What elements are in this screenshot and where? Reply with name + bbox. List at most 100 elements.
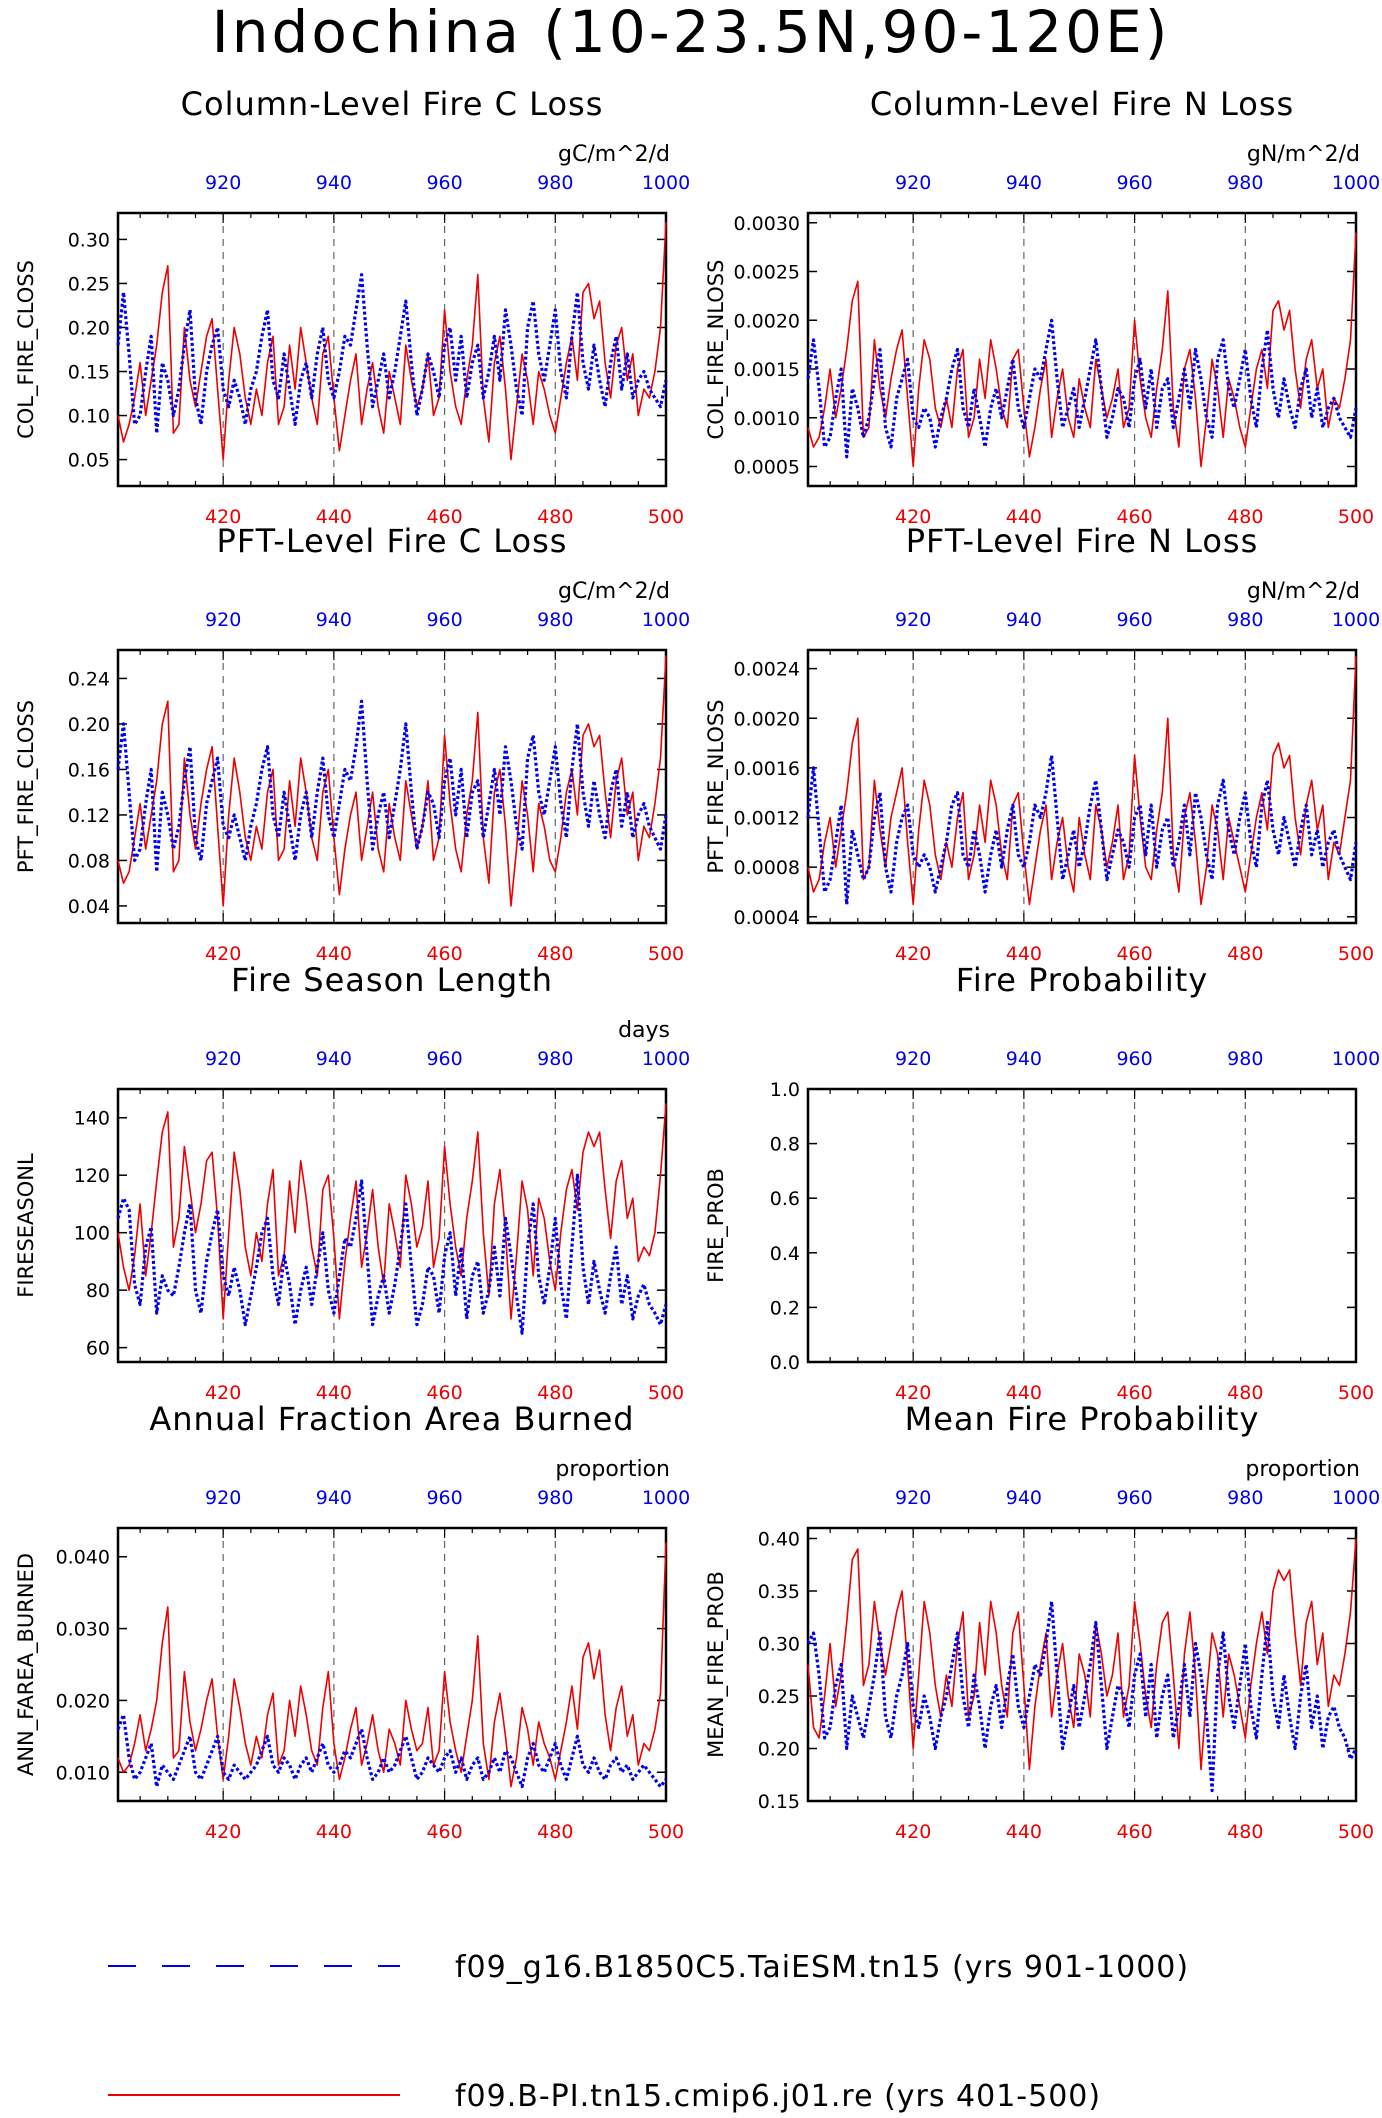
plot-frame (806, 648, 1358, 925)
x-bottom-tick-label: 460 (1116, 506, 1152, 528)
x-bottom-tick-label: 420 (205, 943, 241, 965)
x-top-tick-label: 920 (205, 1048, 241, 1070)
y-tick-label: 0.25 (68, 273, 110, 295)
x-top-tick-label: 940 (316, 1048, 352, 1070)
x-bottom-tick-label: 420 (205, 506, 241, 528)
series-line-taiesm (116, 1713, 668, 1789)
y-tick-label: 0.12 (68, 805, 110, 827)
y-tick-label: 0.0024 (734, 659, 800, 681)
x-top-tick-label: 940 (1006, 172, 1042, 194)
x-top-tick-label: 1000 (642, 1048, 690, 1070)
x-bottom-tick-label: 420 (895, 1821, 931, 1843)
y-tick-label: 140 (74, 1108, 110, 1130)
series-line-cmip6 (117, 655, 667, 907)
x-top-tick-label: 1000 (1332, 609, 1380, 631)
y-tick-label: 100 (74, 1223, 110, 1245)
x-bottom-tick-label: 420 (895, 943, 931, 965)
x-top-tick-label: 980 (1227, 1048, 1263, 1070)
y-tick-label: 0.20 (758, 1739, 800, 1761)
y-tick-label: 0.020 (56, 1690, 110, 1712)
legend: f09_g16.B1850C5.TaiESM.tn15 (yrs 901-100… (108, 1950, 1188, 2114)
chart-units: proportion (555, 1457, 670, 1482)
series-line-taiesm (116, 699, 668, 874)
x-bottom-tick-label: 440 (316, 1382, 352, 1404)
chart-panel-2: Column-Level Fire N Loss gN/m^2/d 0.0005 0.… (704, 85, 1380, 528)
plot-frame (116, 648, 668, 925)
y-tick-label: 0.24 (68, 668, 110, 690)
chart-title: Fire Probability (956, 961, 1208, 999)
x-bottom-tick-label: 500 (648, 506, 684, 528)
chart-units: days (618, 1018, 670, 1043)
y-tick-label: 0.35 (758, 1581, 800, 1603)
y-tick-label: 0.0004 (734, 907, 800, 929)
x-top-tick-label: 960 (1116, 1048, 1152, 1070)
x-top-tick-label: 920 (205, 172, 241, 194)
x-bottom-tick-label: 500 (1338, 1821, 1374, 1843)
x-bottom-tick-label: 460 (426, 1382, 462, 1404)
chart-title: Column-Level Fire C Loss (181, 85, 604, 123)
x-bottom-tick-label: 480 (1227, 506, 1263, 528)
y-tick-label: 80 (86, 1280, 110, 1302)
x-top-tick-label: 940 (1006, 609, 1042, 631)
y-tick-label: 0.030 (56, 1619, 110, 1641)
y-tick-label: 0.0025 (734, 262, 800, 284)
x-bottom-tick-label: 420 (895, 1382, 931, 1404)
series-line-cmip6 (807, 232, 1357, 468)
x-bottom-tick-label: 440 (1006, 506, 1042, 528)
x-bottom-tick-label: 460 (1116, 1382, 1152, 1404)
x-bottom-tick-label: 440 (316, 1821, 352, 1843)
y-tick-label: 0.0016 (734, 758, 800, 780)
x-top-tick-label: 1000 (1332, 1048, 1380, 1070)
x-bottom-tick-label: 440 (316, 943, 352, 965)
x-bottom-tick-label: 500 (1338, 1382, 1374, 1404)
x-top-tick-label: 960 (426, 1487, 462, 1509)
chart-title: PFT-Level Fire N Loss (906, 522, 1259, 560)
y-axis-label: PFT_FIRE_CLOSS (14, 700, 39, 873)
y-tick-label: 120 (74, 1165, 110, 1187)
x-bottom-tick-label: 500 (648, 1382, 684, 1404)
y-tick-label: 0.0015 (734, 359, 800, 381)
x-bottom-tick-label: 460 (426, 506, 462, 528)
x-top-tick-label: 920 (895, 1048, 931, 1070)
x-top-tick-label: 980 (537, 172, 573, 194)
x-top-tick-label: 980 (537, 1048, 573, 1070)
x-top-tick-label: 980 (1227, 1487, 1263, 1509)
x-bottom-tick-label: 440 (1006, 1821, 1042, 1843)
chart-units: gN/m^2/d (1247, 579, 1360, 604)
y-tick-label: 0.40 (758, 1529, 800, 1551)
x-top-tick-label: 940 (316, 172, 352, 194)
x-top-tick-label: 940 (1006, 1487, 1042, 1509)
chart-panel-7: Annual Fraction Area Burned proportion 0.0… (14, 1400, 690, 1843)
x-top-tick-label: 940 (316, 1487, 352, 1509)
x-bottom-tick-label: 460 (1116, 1821, 1152, 1843)
x-top-tick-label: 1000 (642, 172, 690, 194)
x-bottom-tick-label: 500 (648, 1821, 684, 1843)
x-bottom-tick-label: 480 (537, 943, 573, 965)
y-tick-label: 0.10 (68, 406, 110, 428)
x-top-tick-label: 920 (895, 172, 931, 194)
y-tick-label: 0.16 (68, 759, 110, 781)
y-tick-label: 0.0030 (734, 213, 800, 235)
y-axis-label: MEAN_FIRE_PROB (704, 1571, 729, 1758)
y-tick-label: 0.0020 (734, 708, 800, 730)
y-tick-label: 0.05 (68, 450, 110, 472)
x-bottom-tick-label: 480 (1227, 943, 1263, 965)
chart-title: PFT-Level Fire C Loss (217, 522, 568, 560)
plot-frame (116, 1087, 668, 1364)
x-bottom-tick-label: 420 (895, 506, 931, 528)
y-tick-label: 60 (86, 1338, 110, 1360)
page-title: Indochina (10-23.5N,90-120E) (212, 0, 1171, 66)
x-top-tick-label: 980 (1227, 172, 1263, 194)
y-tick-label: 0.0012 (734, 808, 800, 830)
x-top-tick-label: 960 (1116, 172, 1152, 194)
y-tick-label: 0.30 (68, 229, 110, 251)
x-top-tick-label: 920 (205, 609, 241, 631)
x-bottom-tick-label: 480 (537, 1821, 573, 1843)
x-top-tick-label: 960 (426, 1048, 462, 1070)
plot-frame (806, 1087, 1358, 1364)
x-bottom-tick-label: 500 (648, 943, 684, 965)
series-line-cmip6 (807, 1538, 1357, 1771)
y-tick-label: 0.20 (68, 714, 110, 736)
y-tick-label: 0.15 (68, 362, 110, 384)
